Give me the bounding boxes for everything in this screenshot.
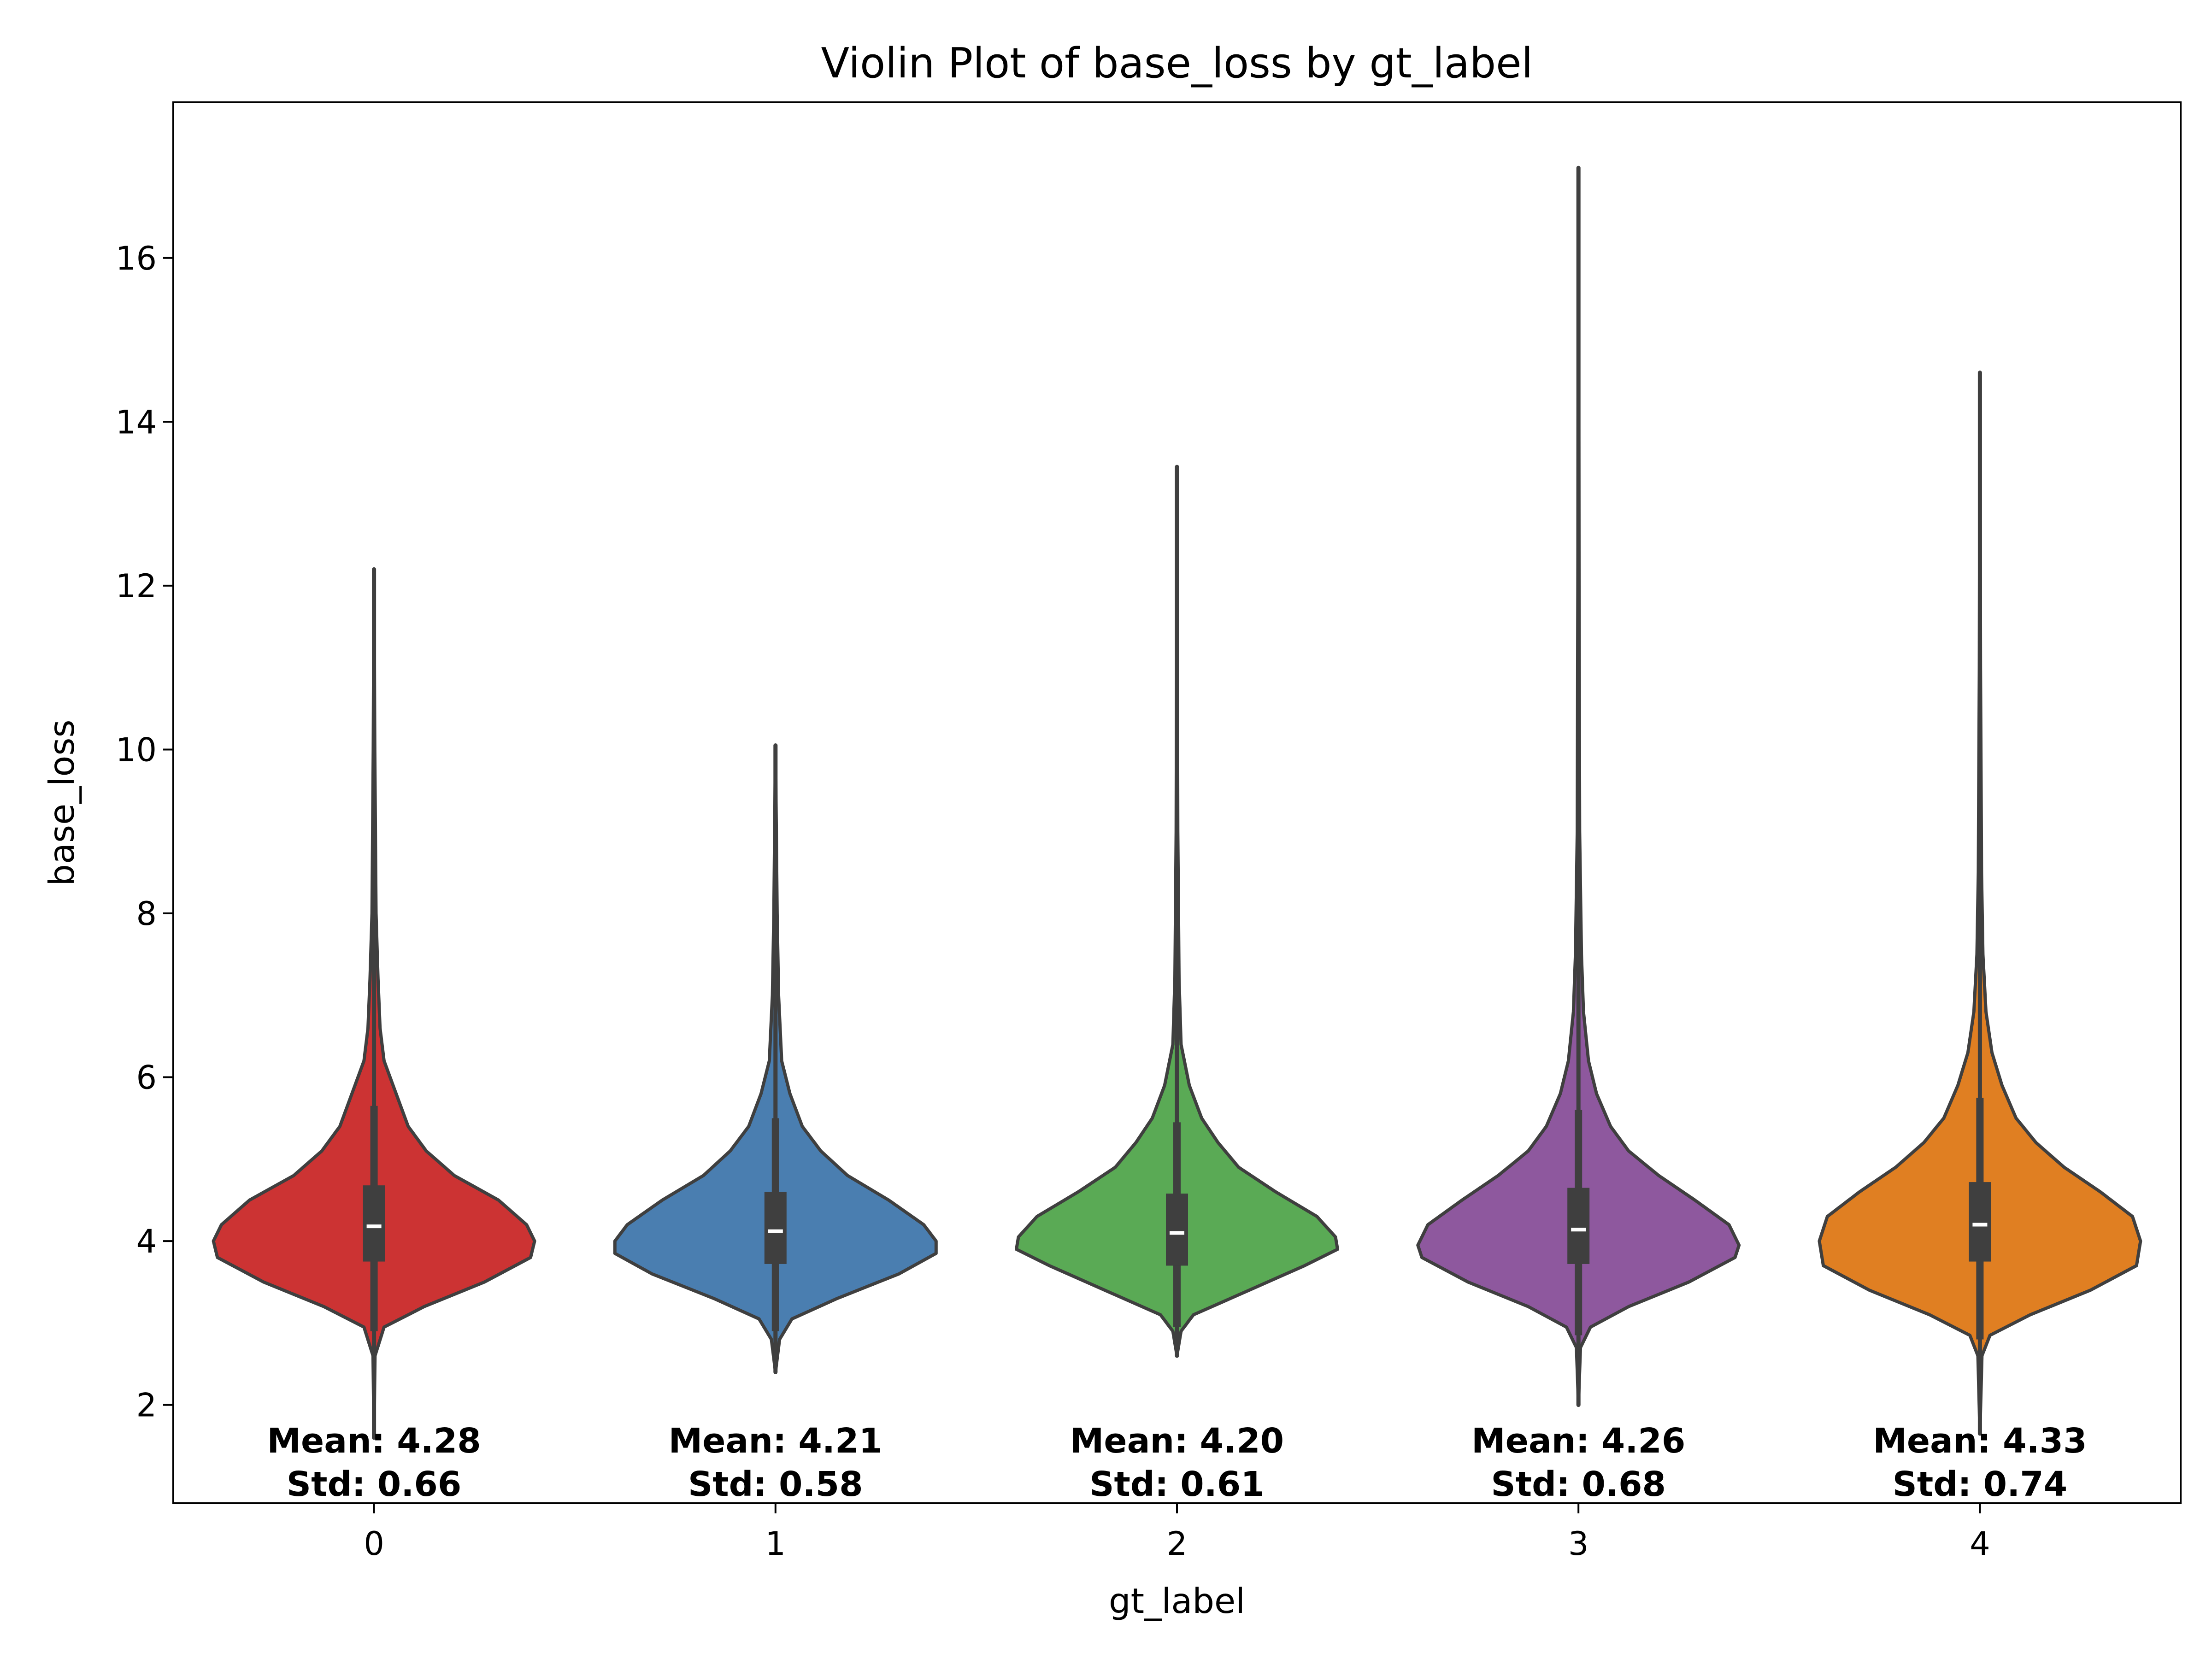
plot-frame <box>172 101 2182 1504</box>
std-label: Std: 0.58 <box>688 1465 863 1504</box>
violin-iqr-box <box>1166 1194 1188 1266</box>
y-tick-label: 8 <box>136 895 157 933</box>
x-tick-label: 4 <box>1970 1525 1990 1563</box>
violin-iqr-box <box>1567 1188 1590 1264</box>
y-tick-label: 12 <box>116 567 157 605</box>
violin-iqr-box <box>1969 1182 1991 1262</box>
std-label: Std: 0.68 <box>1491 1465 1666 1504</box>
std-label: Std: 0.66 <box>287 1465 462 1504</box>
x-axis-label: gt_label <box>1109 1581 1245 1621</box>
y-tick-label: 6 <box>136 1059 157 1097</box>
x-tick-label: 3 <box>1568 1525 1589 1563</box>
y-tick-label: 10 <box>116 731 157 769</box>
violins-layer <box>212 165 2142 1440</box>
y-axis-label: base_loss <box>41 719 82 886</box>
y-axis: 2 4 6 8 10 12 14 16 <box>116 240 173 1424</box>
y-tick-label: 16 <box>116 240 157 277</box>
violin-0 <box>212 567 536 1440</box>
y-tick-label: 2 <box>136 1387 157 1424</box>
violin-iqr-box <box>764 1192 787 1264</box>
y-tick-label: 14 <box>116 403 157 441</box>
mean-label: Mean: 4.33 <box>1873 1421 2087 1461</box>
mean-label: Mean: 4.28 <box>267 1421 481 1461</box>
x-tick-label: 2 <box>1167 1525 1188 1563</box>
violin-1 <box>613 743 938 1375</box>
x-axis: 0 1 2 3 4 <box>364 1503 1990 1563</box>
std-label: Std: 0.74 <box>1893 1465 2068 1504</box>
mean-label: Mean: 4.20 <box>1070 1421 1284 1461</box>
stats-layer: Mean: 4.28 Std: 0.66 Mean: 4.21 Std: 0.58 Me… <box>267 1421 2087 1504</box>
violin-4 <box>1818 371 2142 1436</box>
std-label: Std: 0.61 <box>1089 1465 1265 1504</box>
x-tick-label: 1 <box>765 1525 786 1563</box>
x-tick-label: 0 <box>364 1525 384 1563</box>
y-tick-label: 4 <box>136 1223 157 1260</box>
chart-title: Violin Plot of base_loss by gt_label <box>821 39 1533 88</box>
violin-iqr-box <box>363 1185 385 1262</box>
mean-label: Mean: 4.21 <box>669 1421 882 1461</box>
mean-label: Mean: 4.26 <box>1471 1421 1685 1461</box>
violin-3 <box>1416 165 1741 1407</box>
violin-2 <box>1015 465 1339 1358</box>
